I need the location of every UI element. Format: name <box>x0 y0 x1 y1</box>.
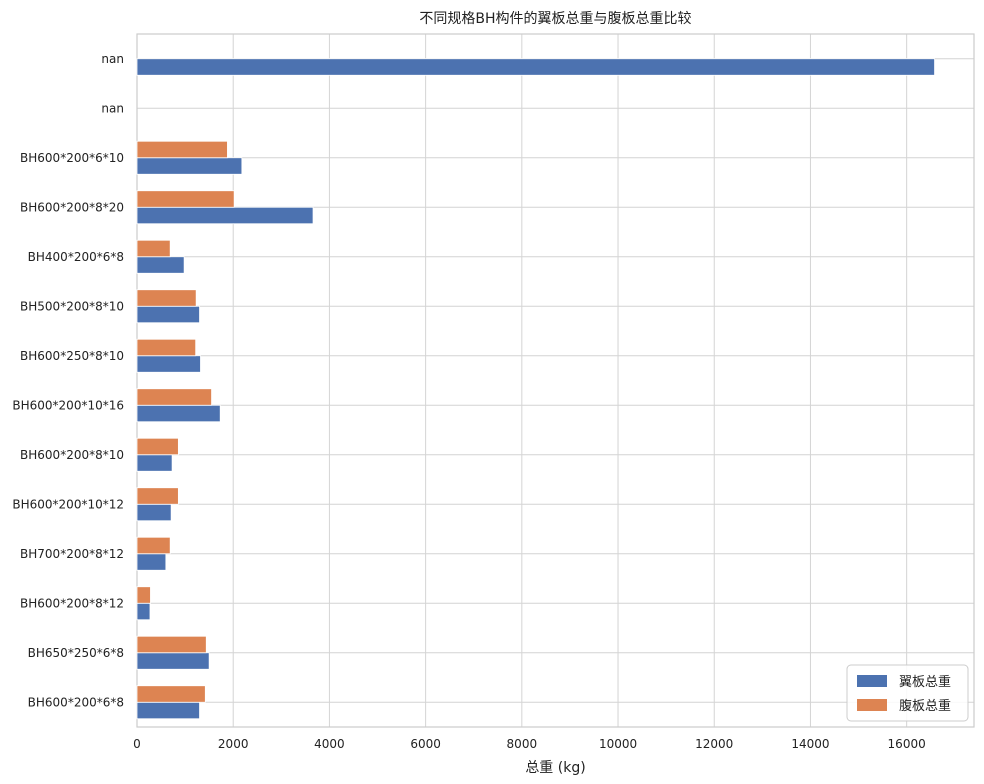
x-tick-label: 0 <box>133 737 141 751</box>
bar-web-weight <box>136 388 212 406</box>
bar-flange-weight <box>136 553 167 571</box>
bar-web-weight <box>136 140 228 159</box>
x-tick-label: 12000 <box>695 737 733 751</box>
y-tick-label: BH600*200*6*8 <box>28 695 124 709</box>
y-tick-label: BH600*200*6*10 <box>20 151 124 165</box>
bar-web-weight <box>136 190 235 208</box>
x-tick-labels: 0 2000 4000 6000 8000 10000 12000 14000 16000 <box>133 737 926 751</box>
bar-flange-weight <box>136 602 151 621</box>
bar-web-weight <box>136 338 197 357</box>
y-tick-label: nan <box>101 52 124 66</box>
x-tick-label: 2000 <box>218 737 249 751</box>
plot-area <box>136 33 975 728</box>
y-tick-label: BH600*200*10*12 <box>12 497 124 511</box>
y-tick-label: BH600*200*8*12 <box>20 596 124 610</box>
x-tick-label: 8000 <box>507 737 538 751</box>
bar-flange-weight <box>136 58 935 76</box>
bar-web-weight <box>136 239 171 258</box>
y-tick-label: BH650*250*6*8 <box>28 646 124 660</box>
y-tick-label: BH500*200*8*10 <box>20 299 124 313</box>
bar-web-weight <box>136 586 151 604</box>
x-tick-label: 4000 <box>314 737 345 751</box>
bar-flange-weight <box>136 404 221 423</box>
bar-web-weight <box>136 437 179 456</box>
bar-web-weight <box>136 685 206 703</box>
y-tick-label: BH700*200*8*12 <box>20 547 124 561</box>
bar-flange-weight <box>136 206 314 225</box>
y-tick-labels: nan nan BH600*200*6*10 BH600*200*8*20 BH400*… <box>12 52 124 710</box>
bar-flange-weight <box>136 256 185 274</box>
y-tick-label: BH600*200*8*10 <box>20 448 124 462</box>
bar-flange-weight <box>136 305 200 324</box>
legend-label: 翼板总重 <box>899 674 951 690</box>
y-tick-label: BH600*250*8*10 <box>20 349 124 363</box>
y-tick-label: nan <box>101 101 124 115</box>
bar-web-weight <box>136 487 179 505</box>
legend-swatch <box>857 699 887 711</box>
bar-flange-weight <box>136 355 201 373</box>
y-tick-label: BH600*200*10*16 <box>12 398 124 412</box>
bar-web-weight <box>136 289 197 307</box>
x-axis-title: 总重 (kg) <box>525 760 585 776</box>
bar-web-weight <box>136 536 171 555</box>
bar-flange-weight <box>136 454 173 472</box>
x-tick-label: 10000 <box>599 737 637 751</box>
y-tick-label: BH600*200*8*20 <box>20 200 124 214</box>
x-tick-label: 16000 <box>888 737 926 751</box>
x-tick-label: 6000 <box>410 737 441 751</box>
legend-label: 腹板总重 <box>899 698 951 714</box>
bar-flange-weight <box>136 157 243 175</box>
y-tick-label: BH400*200*6*8 <box>28 250 124 264</box>
chart-title: 不同规格BH构件的翼板总重与腹板总重比较 <box>419 10 691 27</box>
bar-flange-weight <box>136 652 210 670</box>
legend-swatch <box>857 675 887 687</box>
bar-flange-weight <box>136 503 172 522</box>
x-tick-label: 14000 <box>791 737 829 751</box>
bar-web-weight <box>136 635 207 654</box>
bars <box>136 58 935 720</box>
bar-flange-weight <box>136 701 200 720</box>
